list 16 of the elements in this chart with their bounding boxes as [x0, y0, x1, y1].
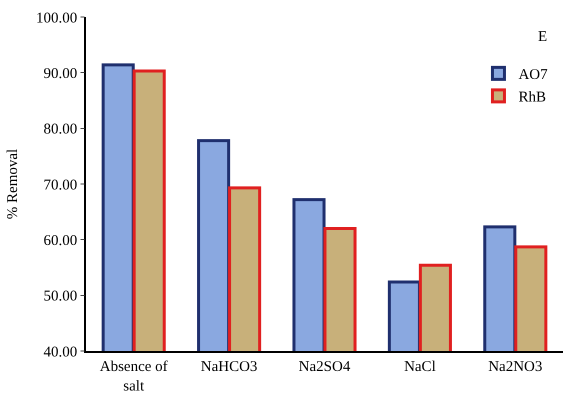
legend-label: RhB	[518, 90, 546, 106]
x-tick-label: Absence of salt	[100, 358, 168, 394]
x-tick-label: Na2SO4	[298, 358, 351, 375]
annotation: E	[538, 29, 548, 45]
y-tick-label: 60.00	[44, 232, 78, 249]
legend-label: AO7	[518, 67, 548, 84]
y-tick-label: 50.00	[44, 288, 78, 305]
x-tick-label: Na2NO3	[488, 358, 542, 375]
x-tick-label: NaHCO3	[200, 358, 258, 375]
y-tick-label: 90.00	[44, 66, 78, 82]
y-tick-label: 70.00	[44, 177, 78, 194]
y-axis-title: % Removal	[4, 148, 21, 220]
x-tick-label: NaCl	[404, 358, 436, 375]
y-tick-label: 100.00	[36, 10, 78, 26]
y-tick-label: 40.00	[44, 344, 78, 360]
y-tick-label: 80.00	[44, 122, 78, 138]
